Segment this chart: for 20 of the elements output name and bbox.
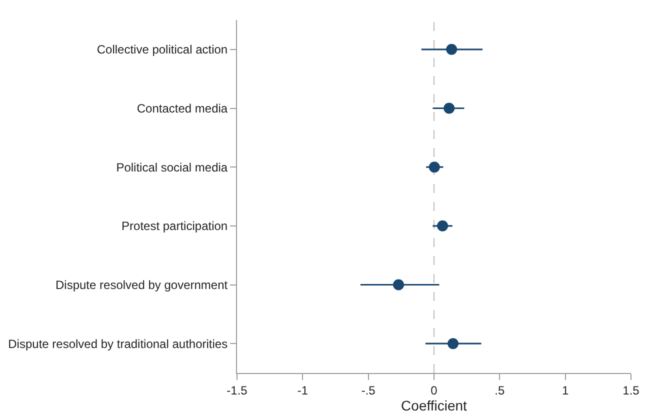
x-axis-title: Coefficient xyxy=(401,398,468,414)
x-tick-label: 1 xyxy=(562,383,569,398)
point xyxy=(448,338,459,350)
x-tick-label: 0 xyxy=(430,383,438,398)
x-tick-label: -1 xyxy=(297,383,308,398)
point xyxy=(428,162,440,173)
point xyxy=(437,220,448,232)
y-tick-label: Collective political action xyxy=(96,42,228,57)
x-tick-label: -.5 xyxy=(361,383,376,398)
y-tick-label: Dispute resolved by traditional authorities xyxy=(8,336,228,351)
x-tick-label: -1.5 xyxy=(226,383,248,398)
point xyxy=(393,279,404,290)
point xyxy=(444,102,455,114)
x-tick-label: .5 xyxy=(494,383,505,398)
x-tick-label: 1.5 xyxy=(622,383,640,398)
point xyxy=(446,44,458,55)
y-tick-label: Dispute resolved by government xyxy=(56,278,228,292)
y-tick-label: Political social media xyxy=(116,160,228,174)
y-tick-label: Protest participation xyxy=(122,219,228,234)
y-tick-label: Contacted media xyxy=(136,101,228,116)
